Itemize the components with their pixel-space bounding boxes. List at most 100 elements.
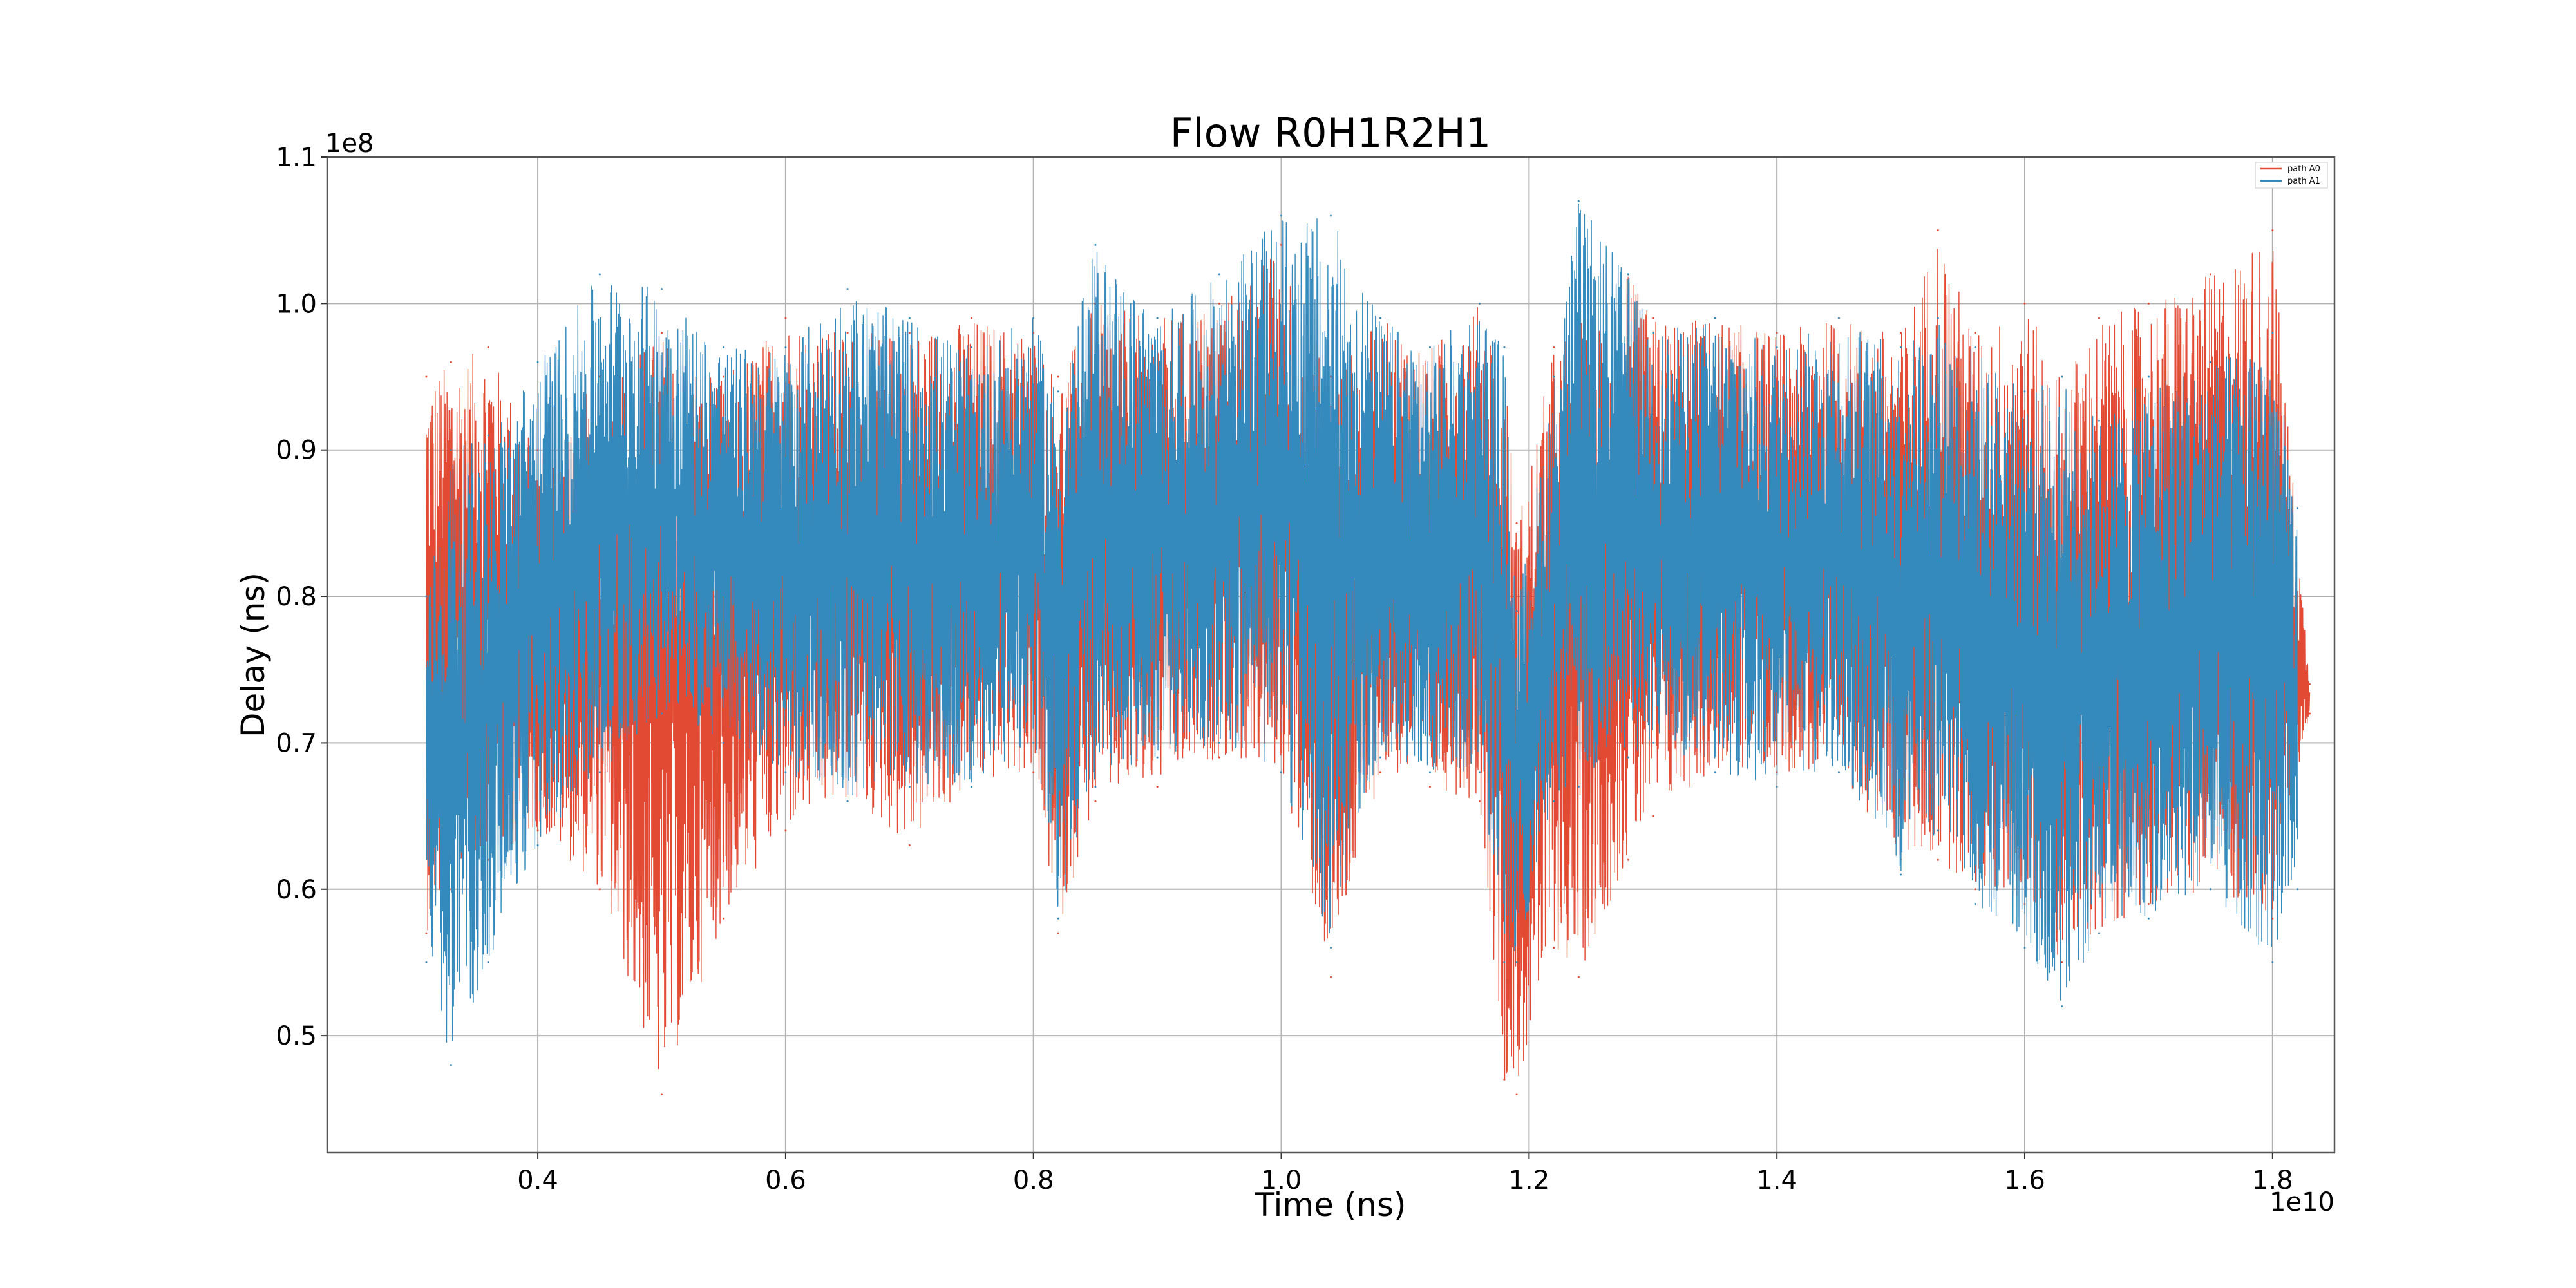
- data-point-min: [1330, 976, 1332, 978]
- data-point-max: [1157, 317, 1159, 319]
- data-point-min: [1937, 829, 1939, 831]
- data-point-min: [1429, 786, 1431, 788]
- data-point-min: [1057, 932, 1059, 934]
- data-point-max: [971, 346, 972, 348]
- data-point-min: [2148, 903, 2150, 905]
- data-point-max: [450, 449, 452, 451]
- data-point-max: [1218, 303, 1220, 305]
- data-point-min: [1379, 757, 1381, 759]
- data-point-min: [425, 932, 427, 934]
- y-tick-label: 1.0: [276, 289, 317, 319]
- data-point-max: [1776, 332, 1778, 334]
- data-point-min: [971, 786, 972, 788]
- data-point-max: [2098, 317, 2100, 319]
- data-point-max: [1652, 317, 1654, 319]
- data-point-max: [425, 376, 427, 378]
- data-point-min: [2210, 888, 2211, 890]
- data-point-max: [2271, 229, 2273, 231]
- x-tick-label: 1.6: [2004, 1166, 2045, 1195]
- data-point-min: [1479, 771, 1481, 773]
- data-point-max: [1627, 273, 1629, 275]
- x-tick-label: 0.8: [1013, 1166, 1054, 1195]
- data-point-max: [1975, 346, 1976, 348]
- data-point-min: [537, 829, 539, 831]
- legend-label-path-a1: path A1: [2287, 176, 2320, 186]
- data-point-min: [1553, 800, 1555, 802]
- data-point-min: [1714, 771, 1716, 773]
- data-point-max: [2023, 390, 2025, 392]
- data-point-max: [1032, 317, 1034, 319]
- data-point-min: [1032, 742, 1034, 744]
- data-point-min: [1094, 786, 1096, 788]
- data-point-max: [971, 317, 972, 319]
- data-point-min: [2309, 712, 2311, 714]
- data-point-max: [425, 596, 427, 598]
- data-point-max: [784, 346, 786, 348]
- data-point-max: [909, 317, 911, 319]
- data-point-max: [1094, 244, 1096, 246]
- chart-title: Flow R0H1R2H1: [1170, 109, 1491, 156]
- data-point-min: [1900, 874, 1902, 876]
- data-point-max: [1553, 376, 1555, 378]
- data-point-max: [537, 361, 539, 363]
- data-point-max: [488, 434, 489, 436]
- data-point-max: [2210, 273, 2211, 275]
- data-point-min: [1094, 800, 1096, 802]
- data-point-max: [1330, 214, 1332, 216]
- data-point-min: [450, 1064, 452, 1066]
- x-axis-offset-label: 1e10: [2269, 1188, 2334, 1217]
- data-point-min: [2061, 961, 2063, 963]
- data-point-max: [723, 376, 724, 378]
- y-tick-label: 0.9: [276, 436, 317, 466]
- data-point-min: [2098, 932, 2100, 934]
- data-point-max: [784, 317, 786, 319]
- data-point-max: [847, 332, 849, 334]
- data-point-min: [1578, 786, 1580, 788]
- data-point-max: [450, 361, 452, 363]
- x-tick-label: 0.6: [765, 1166, 806, 1195]
- data-point-max: [1553, 346, 1555, 348]
- data-point-max: [1900, 332, 1902, 334]
- data-point-min: [784, 771, 786, 773]
- data-point-min: [1218, 757, 1220, 759]
- legend: path A0 path A1: [2255, 162, 2327, 188]
- data-point-max: [1379, 317, 1381, 319]
- data-point-max: [1900, 346, 1902, 348]
- data-point-min: [1479, 800, 1481, 802]
- data-point-min: [1578, 976, 1580, 978]
- data-point-min: [425, 961, 427, 963]
- data-point-max: [1652, 332, 1654, 334]
- data-point-max: [661, 288, 663, 290]
- data-point-max: [1578, 200, 1580, 202]
- data-point-min: [1218, 742, 1220, 744]
- data-point-max: [1838, 317, 1840, 319]
- y-tick-label: 0.7: [276, 728, 317, 758]
- data-point-min: [1157, 786, 1159, 788]
- y-tick-label: 0.5: [276, 1021, 317, 1051]
- data-point-max: [1937, 317, 1939, 319]
- data-point-max: [847, 288, 849, 290]
- legend-label-path-a0: path A0: [2287, 164, 2320, 174]
- data-point-min: [723, 742, 724, 744]
- data-point-max: [1714, 317, 1716, 319]
- data-point-min: [1627, 859, 1629, 861]
- data-point-max: [1937, 229, 1939, 231]
- data-point-max: [2210, 361, 2211, 363]
- data-point-min: [1652, 742, 1654, 744]
- data-point-min: [1429, 771, 1431, 773]
- data-point-min: [2271, 961, 2273, 963]
- data-point-min: [661, 1094, 663, 1095]
- data-point-max: [2061, 376, 2063, 378]
- data-point-max: [2297, 507, 2298, 509]
- data-point-max: [2148, 376, 2150, 378]
- y-tick-label: 0.8: [276, 582, 317, 612]
- data-point-min: [784, 829, 786, 831]
- y-tick-label: 0.6: [276, 875, 317, 905]
- data-point-min: [1627, 757, 1629, 759]
- data-point-max: [1975, 332, 1976, 334]
- data-point-max: [1479, 303, 1481, 305]
- data-point-min: [1057, 918, 1059, 920]
- data-point-min: [1937, 859, 1939, 861]
- data-point-min: [847, 800, 849, 802]
- data-point-min: [1280, 771, 1282, 773]
